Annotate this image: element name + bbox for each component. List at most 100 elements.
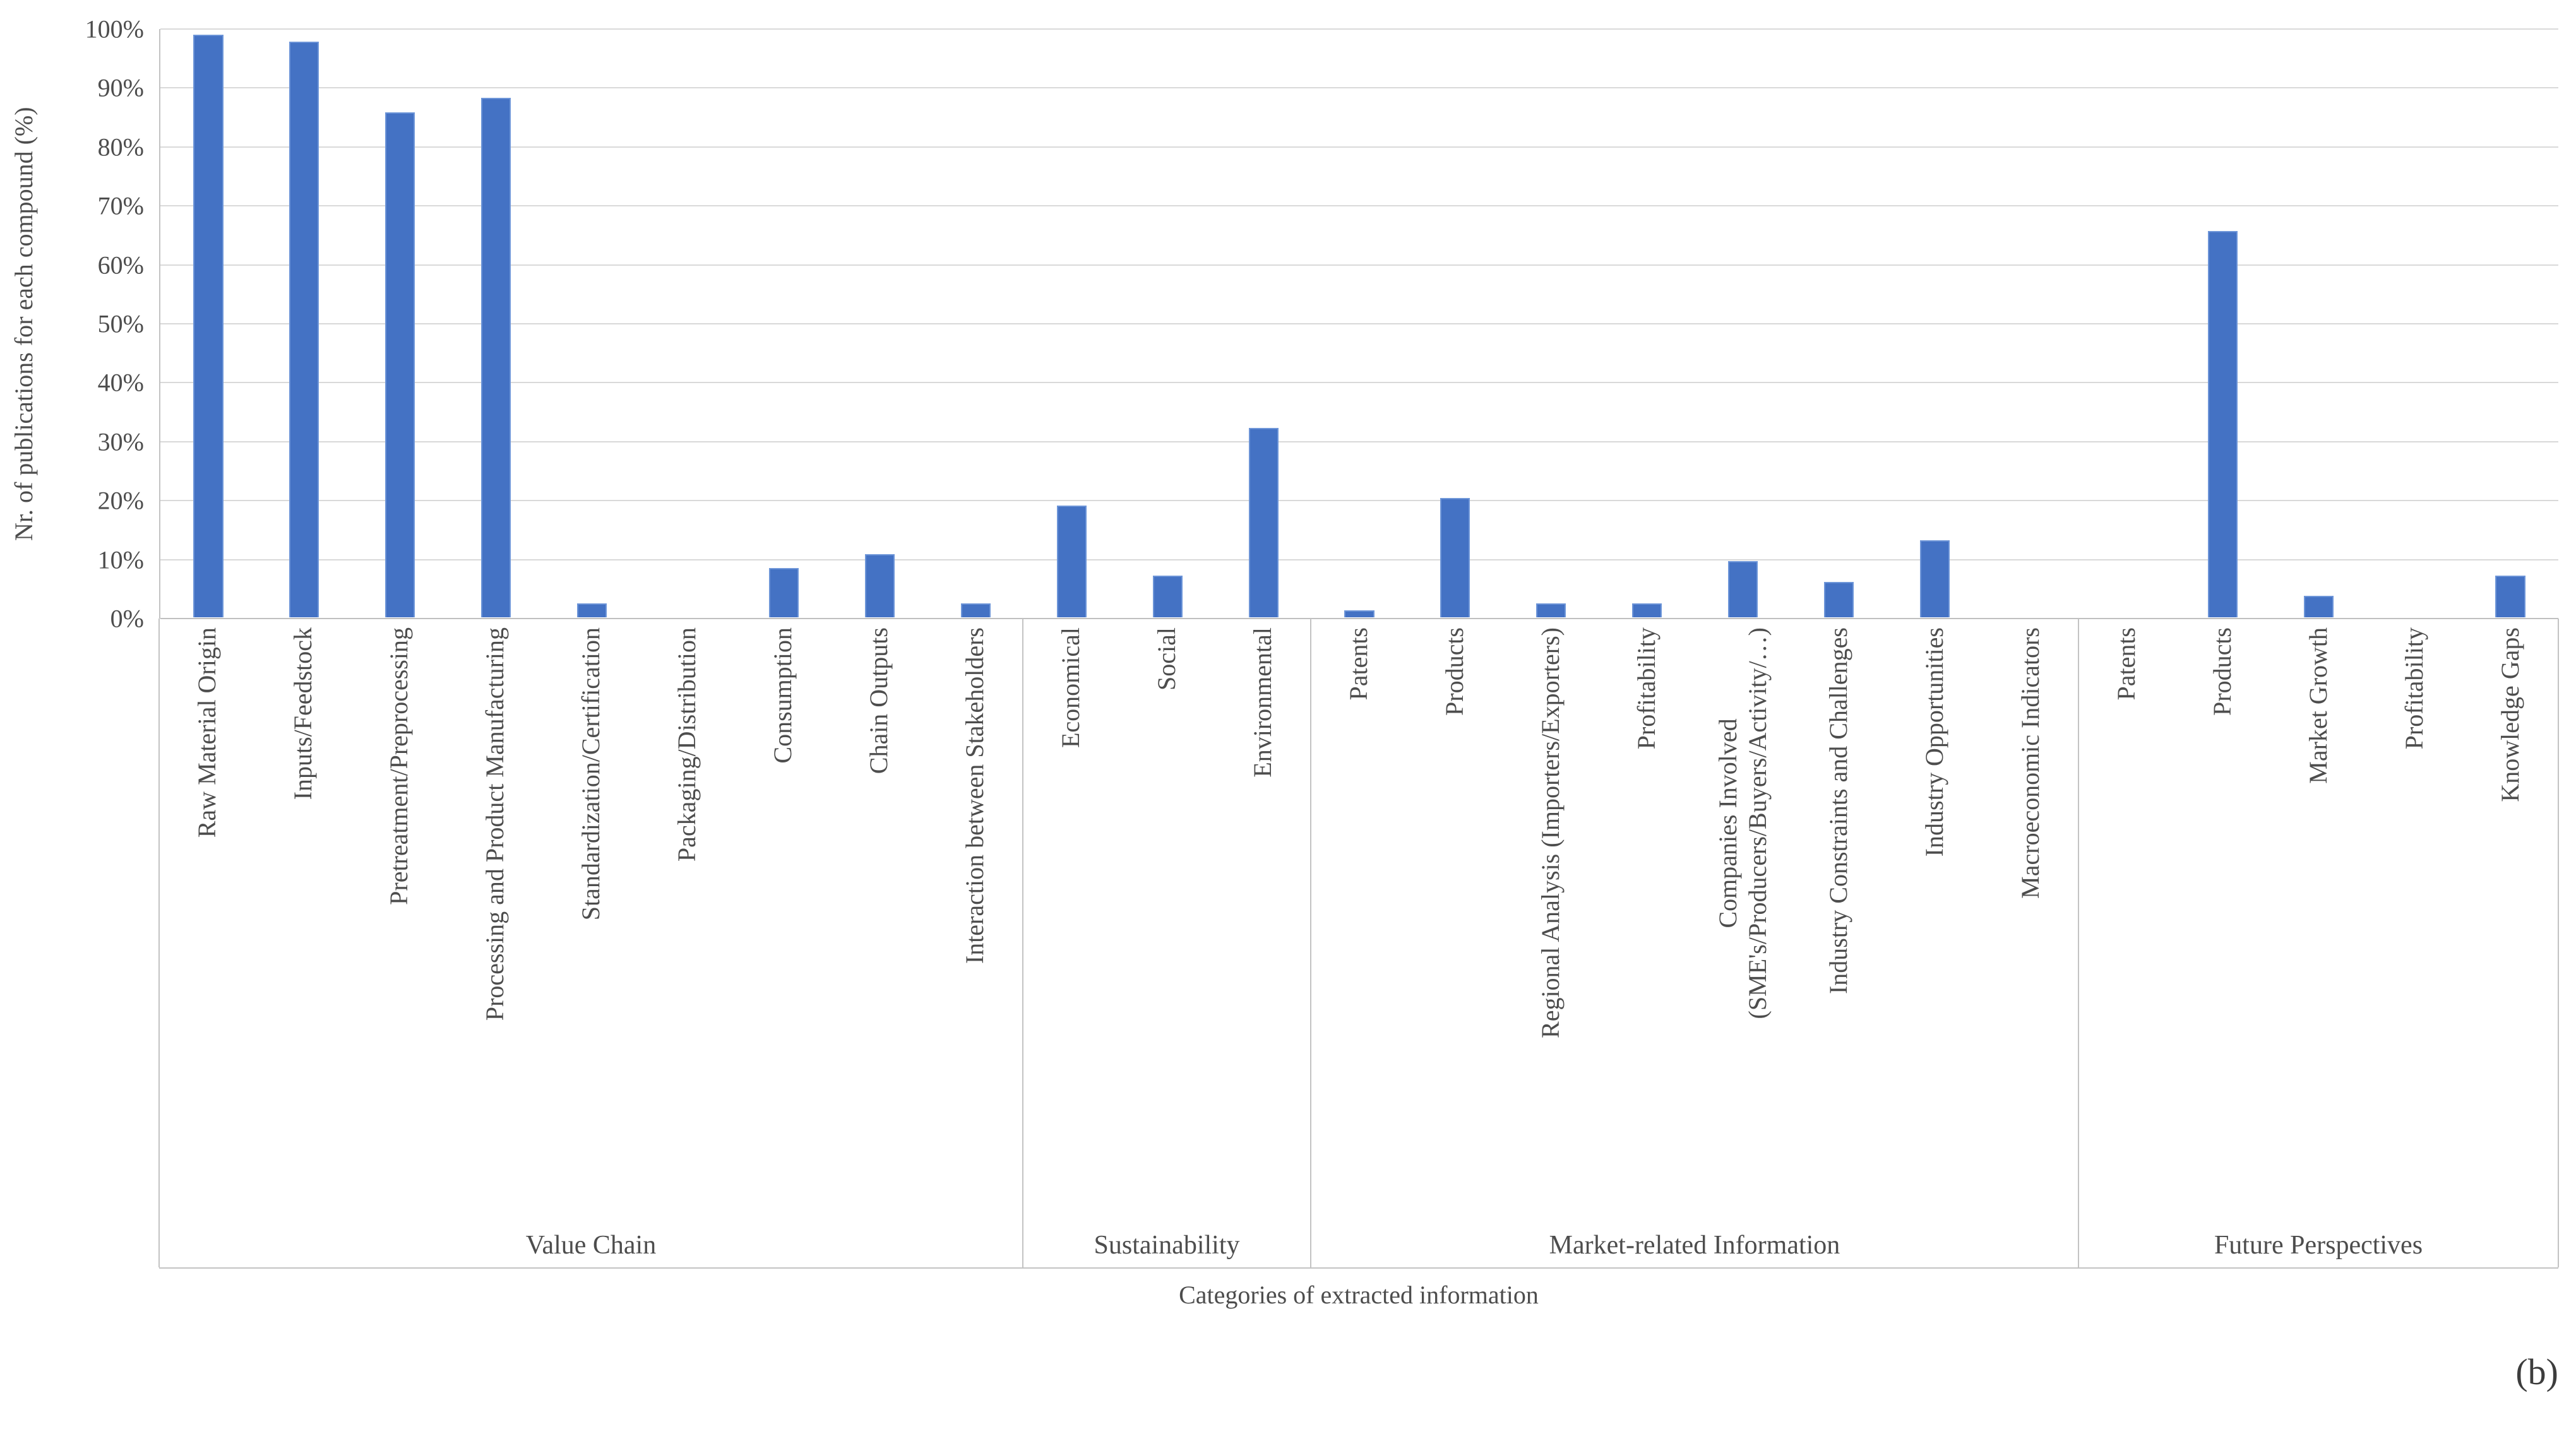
bar — [2207, 231, 2238, 617]
bar — [1919, 540, 1950, 617]
bar — [385, 112, 415, 617]
category-label-text: Patents — [1344, 627, 1373, 701]
group-divider — [2558, 619, 2559, 1267]
bar — [577, 603, 607, 617]
category-label: Interaction between Stakeholders — [927, 627, 1023, 1222]
category-label: Patents — [2078, 627, 2174, 1222]
category-label-text: Products — [1440, 627, 1469, 716]
panel-label: (b) — [2515, 1351, 2558, 1392]
gridline — [160, 205, 2558, 207]
category-label-text: Companies Involved (SME's/Producers/Buye… — [1713, 627, 1772, 1019]
category-label-text: Market Growth — [2304, 627, 2333, 784]
category-label: Processing and Product Manufacturing — [447, 627, 543, 1222]
bar — [1536, 603, 1566, 617]
category-label: Raw Material Origin — [159, 627, 255, 1222]
category-label: Market Growth — [2270, 627, 2366, 1222]
category-label-text: Standardization/Certification — [576, 627, 605, 921]
category-label-text: Products — [2208, 627, 2237, 716]
category-label-text: Consumption — [768, 627, 797, 764]
y-tick-label: 70% — [97, 191, 144, 220]
category-label: Products — [1407, 627, 1503, 1222]
bar — [193, 35, 224, 617]
y-tick-label: 80% — [97, 133, 144, 162]
category-label: Packaging/Distribution — [639, 627, 735, 1222]
bar — [1632, 603, 1662, 617]
bar — [2495, 575, 2525, 617]
category-label-text: Processing and Product Manufacturing — [480, 627, 510, 1021]
category-axis: Raw Material Origin Inputs/Feedstock Pretr… — [158, 619, 2559, 1269]
category-label-text: Knowledge Gaps — [2496, 627, 2525, 802]
category-label: Knowledge Gaps — [2462, 627, 2558, 1222]
category-label: Pretreatment/Preprocessing — [351, 627, 447, 1222]
gridline — [160, 146, 2558, 148]
gridline — [160, 382, 2558, 384]
group-divider — [158, 619, 160, 1267]
category-label-text: Packaging/Distribution — [672, 627, 701, 862]
category-label: Companies Involved (SME's/Producers/Buye… — [1695, 627, 1791, 1222]
bar — [1056, 505, 1087, 617]
y-axis-tick-labels: 100% 90% 80% 70% 60% 50% 40% 30% 20% 10% 0% — [25, 15, 152, 633]
category-label: Consumption — [735, 627, 831, 1222]
category-label: Products — [2174, 627, 2270, 1222]
category-label: Social — [1119, 627, 1215, 1222]
bar — [1728, 561, 1758, 617]
plot-area — [159, 28, 2558, 619]
category-label-text: Inputs/Feedstock — [289, 627, 318, 800]
bar — [1152, 575, 1183, 617]
y-tick-label: 50% — [97, 309, 144, 338]
group-label: Future Perspectives — [2214, 1231, 2423, 1260]
category-label-text: Chain Outputs — [864, 627, 893, 774]
category-label-text: Economical — [1056, 627, 1085, 749]
category-label-text: Social — [1152, 627, 1181, 690]
y-tick-label: 40% — [97, 368, 144, 397]
y-tick-label: 90% — [97, 73, 144, 102]
group-label: Value Chain — [525, 1231, 657, 1260]
group-label: Sustainability — [1094, 1231, 1240, 1260]
category-label-text: Pretreatment/Preprocessing — [385, 627, 414, 905]
category-label-text: Raw Material Origin — [193, 627, 222, 838]
category-label: Profitability — [2366, 627, 2462, 1222]
group-labels: Value Chain Sustainability Market-related … — [159, 1222, 2558, 1269]
category-labels: Raw Material Origin Inputs/Feedstock Pretr… — [159, 619, 2558, 1222]
gridline — [160, 441, 2558, 442]
gridline — [160, 87, 2558, 89]
x-axis-title: Categories of extracted information — [1179, 1281, 1539, 1309]
bar — [481, 98, 511, 617]
bar — [960, 603, 991, 617]
category-label: Environmental — [1215, 627, 1311, 1222]
bar — [1824, 581, 1854, 617]
group-divider — [1310, 619, 1311, 1267]
y-tick-label: 10% — [97, 545, 144, 574]
category-label-text: Profitability — [1632, 627, 1661, 750]
gridline — [160, 323, 2558, 324]
y-tick-label: 20% — [97, 486, 144, 515]
gridline — [160, 264, 2558, 266]
category-label: Economical — [1023, 627, 1119, 1222]
category-label: Standardization/Certification — [543, 627, 639, 1222]
group-divider — [1022, 619, 1023, 1267]
gridline — [160, 618, 2558, 619]
bar — [1344, 610, 1374, 617]
bar — [1440, 498, 1470, 617]
category-label-text: Profitability — [2400, 627, 2429, 750]
bar — [1248, 428, 1279, 617]
category-label-text: Patents — [2112, 627, 2141, 701]
gridline — [160, 28, 2558, 30]
category-label: Inputs/Feedstock — [255, 627, 351, 1222]
y-tick-label: 60% — [97, 251, 144, 280]
bar — [289, 42, 319, 617]
group-label: Market-related Information — [1549, 1231, 1840, 1260]
category-label-text: Environmental — [1248, 627, 1277, 778]
group-divider — [2078, 619, 2079, 1267]
category-label-text: Interaction between Stakeholders — [960, 627, 989, 964]
category-label: Profitability — [1599, 627, 1695, 1222]
bar — [2303, 596, 2334, 617]
category-label: Industry Opportunities — [1887, 627, 1983, 1222]
category-label: Regional Analysis (Importers/Exporters) — [1503, 627, 1599, 1222]
y-tick-label: 100% — [85, 15, 144, 44]
bar — [768, 568, 799, 617]
category-label-text: Industry Constraints and Challenges — [1824, 627, 1853, 995]
category-label: Chain Outputs — [831, 627, 927, 1222]
category-label: Patents — [1311, 627, 1407, 1222]
